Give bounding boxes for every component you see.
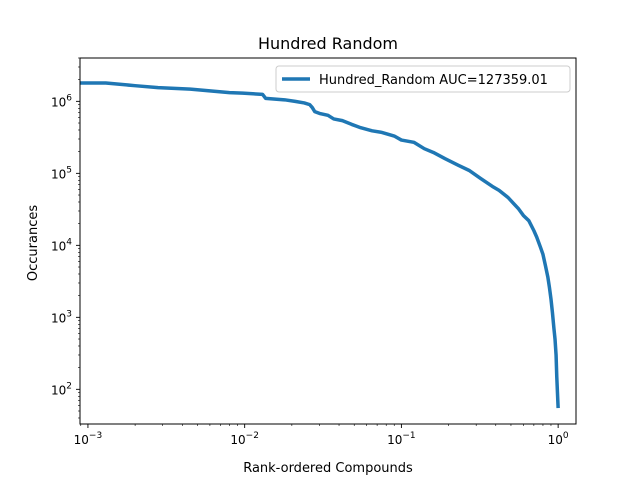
y-tick-label: 105 (51, 165, 72, 181)
plot-area (79, 57, 577, 425)
y-tick-label: 104 (51, 237, 72, 253)
y-axis-ticks: 102 103 104 105 106 (51, 57, 80, 419)
legend: Hundred_Random AUC=127359.01 (275, 65, 571, 93)
y-tick-label: 102 (51, 381, 72, 397)
chart-title: Hundred Random (258, 34, 398, 53)
legend-box (275, 65, 571, 93)
x-axis-label: Rank-ordered Compounds (243, 461, 413, 476)
y-axis-label: Occurances (26, 205, 41, 281)
x-axis-ticks: 10−3 10−2 10−1 100 (74, 424, 569, 447)
x-tick-label: 10−2 (230, 431, 259, 447)
x-tick-label: 100 (548, 431, 569, 447)
x-tick-label: 10−1 (387, 431, 416, 447)
series-line-0 (80, 81, 560, 409)
legend-label: Hundred_Random AUC=127359.01 (319, 73, 548, 88)
y-tick-label: 103 (51, 309, 72, 325)
x-tick-label: 10−3 (74, 431, 103, 447)
axes-frame (79, 57, 577, 425)
y-tick-label: 106 (51, 93, 72, 109)
